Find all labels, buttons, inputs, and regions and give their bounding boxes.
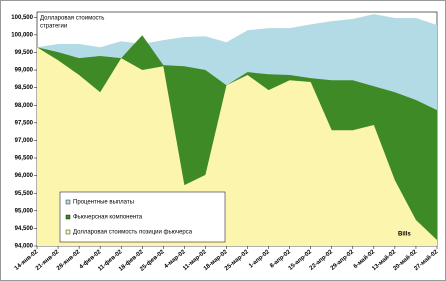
- y-tick-label: 94,500: [15, 226, 34, 232]
- y-tick-label: 99,000: [15, 68, 34, 74]
- y-tick-label: 98,000: [15, 103, 34, 109]
- y-tick-label: 96,000: [15, 173, 34, 179]
- legend-swatch: [65, 229, 71, 235]
- legend-label: Процентные выплаты: [73, 200, 134, 206]
- legend-swatch: [65, 214, 71, 220]
- legend-swatch: [65, 199, 71, 205]
- y-tick-label: 100,500: [11, 15, 33, 21]
- y-tick-label: 96,500: [15, 156, 34, 162]
- y-tick-label: 97,500: [15, 120, 34, 126]
- y-tick-label: 95,000: [15, 208, 34, 214]
- annotation: Bills: [398, 232, 411, 238]
- chart-title: стратегии: [40, 24, 67, 30]
- legend: [59, 191, 226, 243]
- y-tick-label: 95,500: [15, 191, 34, 197]
- chart-title: Долларовая стоимость: [40, 16, 104, 22]
- legend-label: Фьючерсная компонента: [73, 215, 143, 221]
- y-tick-label: 100,000: [11, 32, 33, 38]
- y-tick-label: 98,500: [15, 85, 34, 91]
- y-tick-label: 99,500: [15, 50, 34, 56]
- y-tick-label: 94,000: [15, 244, 34, 250]
- legend-label: Долларовая стоимость позиции фьючерса: [73, 230, 193, 236]
- y-tick-label: 97,000: [15, 138, 34, 144]
